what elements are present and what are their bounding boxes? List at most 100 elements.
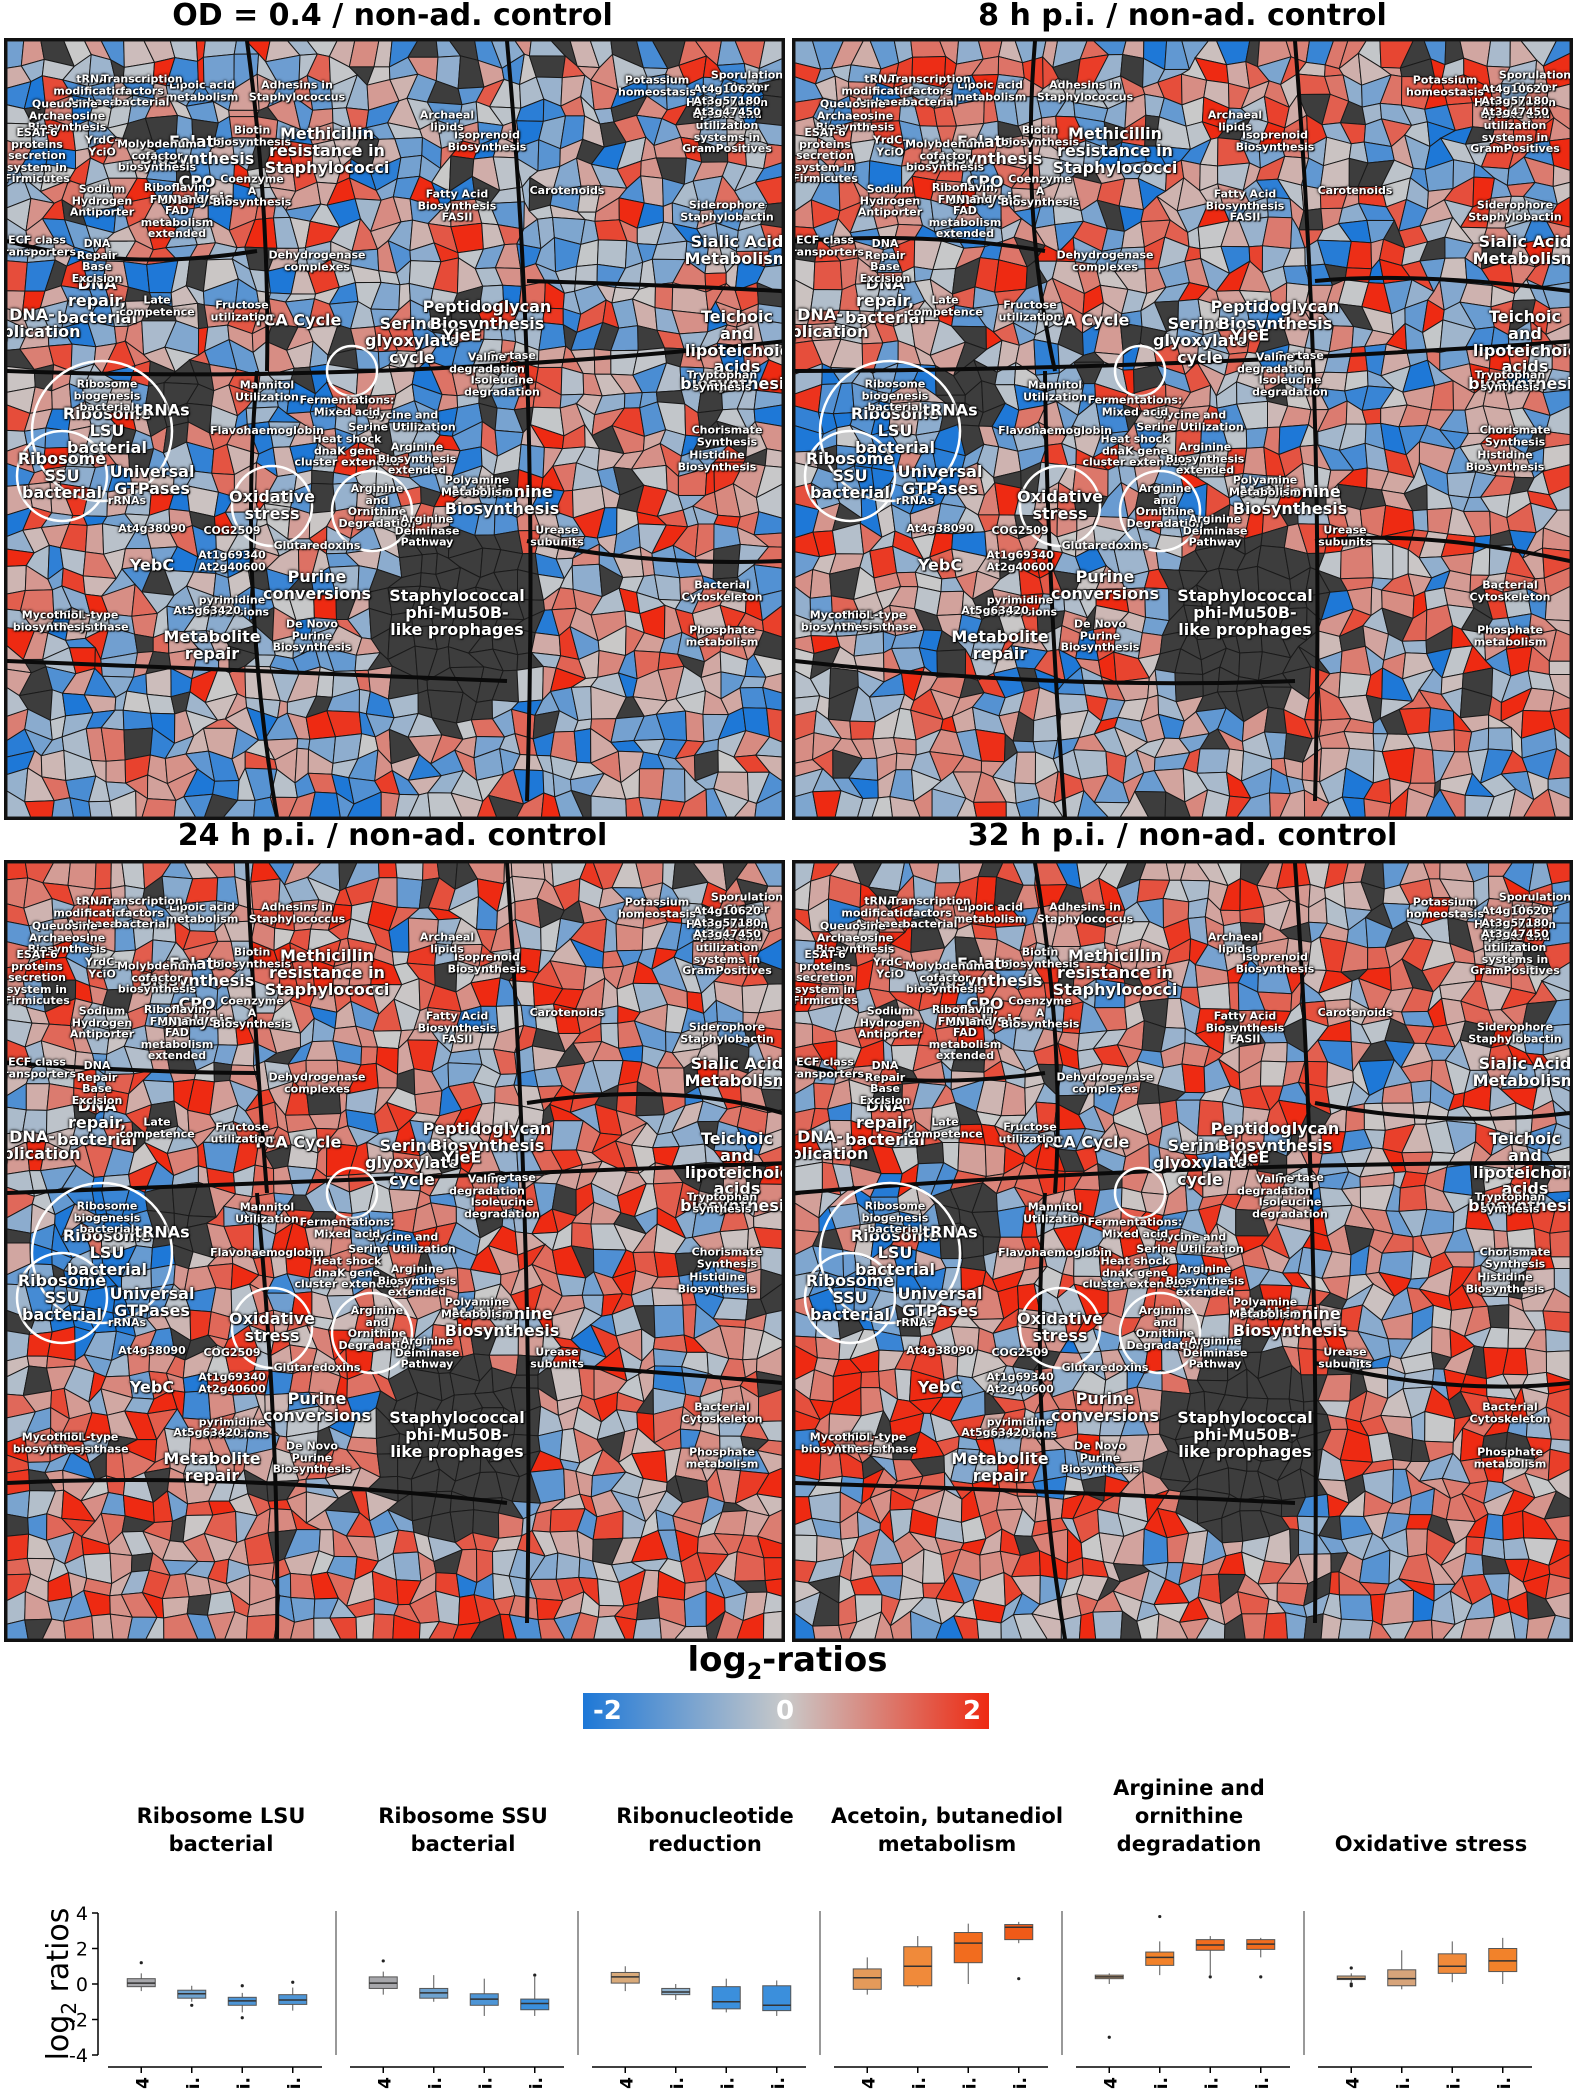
treemap-cell: [377, 863, 398, 879]
treemap-cell: [1266, 196, 1293, 219]
treemap-cell: [372, 1030, 402, 1050]
treemap-cell: [1545, 220, 1570, 240]
treemap-cell: [715, 1449, 745, 1472]
treemap-cell: [752, 630, 782, 661]
treemap-cell: [766, 707, 782, 743]
treemap-cell: [309, 791, 341, 817]
treemap-cell: [135, 789, 149, 817]
treemap-cell: [1545, 83, 1570, 110]
voronoi-treemap-24h: Folate Biosynthesis CPO analysis DNA repai…: [4, 860, 785, 1642]
treemap-cell: [7, 790, 32, 817]
treemap-cell: [394, 793, 420, 817]
treemap-cell: [408, 792, 431, 817]
treemap-cell: [33, 363, 55, 392]
treemap-cell: [476, 794, 498, 817]
treemap-cell: [182, 793, 214, 817]
treemap-cell: [660, 768, 686, 803]
treemap-cell: [813, 260, 843, 291]
treemap-cell: [760, 202, 782, 229]
treemap-cell: [487, 794, 525, 817]
treemap-cell: [754, 122, 782, 147]
treemap-cell: [755, 483, 782, 519]
treemap-cell: [422, 863, 440, 881]
treemap-cell: [762, 1610, 782, 1639]
treemap-cell: [678, 788, 708, 817]
treemap-cell: [1228, 982, 1240, 1012]
treemap-cell: [934, 1024, 960, 1050]
treemap-cell: [764, 448, 782, 468]
treemap-cell: [414, 1090, 443, 1117]
treemap-cell: [868, 160, 903, 193]
treemap-cell: [1548, 117, 1570, 142]
treemap-cell: [662, 202, 674, 225]
voronoi-treemap-od04: Folate Biosynthesis CPO analysis DNA repai…: [4, 38, 785, 820]
treemap-cell: [695, 1058, 720, 1088]
treemap-cell: [763, 1591, 782, 1614]
treemap-cell: [950, 1047, 986, 1073]
treemap-cell: [754, 754, 782, 782]
treemap-cell: [40, 749, 67, 782]
treemap-cell: [392, 1151, 422, 1177]
category-boundary: [505, 41, 533, 802]
treemap-cell: [245, 1613, 279, 1639]
treemap-cell: [1196, 982, 1231, 1010]
panel-title-8h: 8 h p.i. / non-ad. control: [978, 0, 1387, 33]
treemap-cell: [754, 421, 782, 452]
treemap-cell: [427, 792, 463, 817]
treemap-cell: [762, 672, 782, 694]
treemap-cell: [88, 800, 113, 817]
treemap-cell: [1521, 1025, 1545, 1056]
treemap-cell: [1361, 407, 1382, 425]
treemap-cell: [739, 675, 767, 689]
treemap-cell: [759, 223, 782, 252]
treemap-cell: [1550, 236, 1570, 268]
treemap-cell: [365, 393, 397, 412]
treemap-cell: [450, 792, 484, 817]
treemap-cell: [311, 469, 335, 485]
treemap-cell: [86, 900, 116, 930]
highlighted-subsystem-outline: [325, 344, 379, 398]
treemap-cell: [519, 947, 542, 974]
treemap-cell: [1486, 41, 1511, 68]
treemap-cell: [420, 552, 438, 575]
treemap-cell: [360, 1046, 379, 1066]
treemap-cell: [215, 548, 229, 579]
treemap-cell: [347, 791, 382, 817]
treemap-cell: [516, 792, 545, 817]
treemap-cell: [653, 574, 682, 601]
treemap-cell: [809, 288, 843, 313]
treemap-cell: [396, 877, 424, 909]
treemap-cell: [656, 1067, 686, 1097]
treemap-cell: [763, 1557, 782, 1582]
category-boundary: [7, 239, 258, 262]
treemap-cell: [392, 1551, 422, 1582]
treemap-cell: [1546, 196, 1570, 228]
highlighted-subsystem-outline: [330, 469, 414, 553]
treemap-cell: [1548, 660, 1570, 675]
treemap-cell: [972, 801, 1007, 817]
treemap-cell: [203, 793, 239, 817]
treemap-cell: [145, 667, 172, 698]
treemap-cell: [435, 1590, 461, 1626]
treemap-cell: [1542, 41, 1570, 68]
treemap-cell: [427, 1006, 462, 1028]
treemap-cell: [69, 797, 92, 817]
treemap-cell: [754, 94, 782, 127]
treemap-cell: [1545, 323, 1570, 352]
treemap-cell: [876, 271, 904, 284]
panel-title-od04: OD = 0.4 / non-ad. control: [172, 0, 613, 33]
treemap-cell: [764, 245, 782, 268]
treemap-cell: [638, 768, 665, 801]
treemap-cell: [1174, 425, 1203, 458]
category-boundary: [526, 539, 782, 564]
treemap-cell: [936, 590, 965, 617]
treemap-cell: [1542, 368, 1570, 394]
treemap-cell: [754, 736, 782, 758]
treemap-cell: [1412, 509, 1429, 532]
treemap-cell: [163, 1025, 191, 1050]
treemap-cell: [1542, 52, 1570, 91]
treemap-cell: [207, 177, 234, 207]
treemap-cell: [757, 58, 782, 85]
treemap-cell: [712, 787, 750, 817]
treemap-cell: [739, 686, 768, 709]
